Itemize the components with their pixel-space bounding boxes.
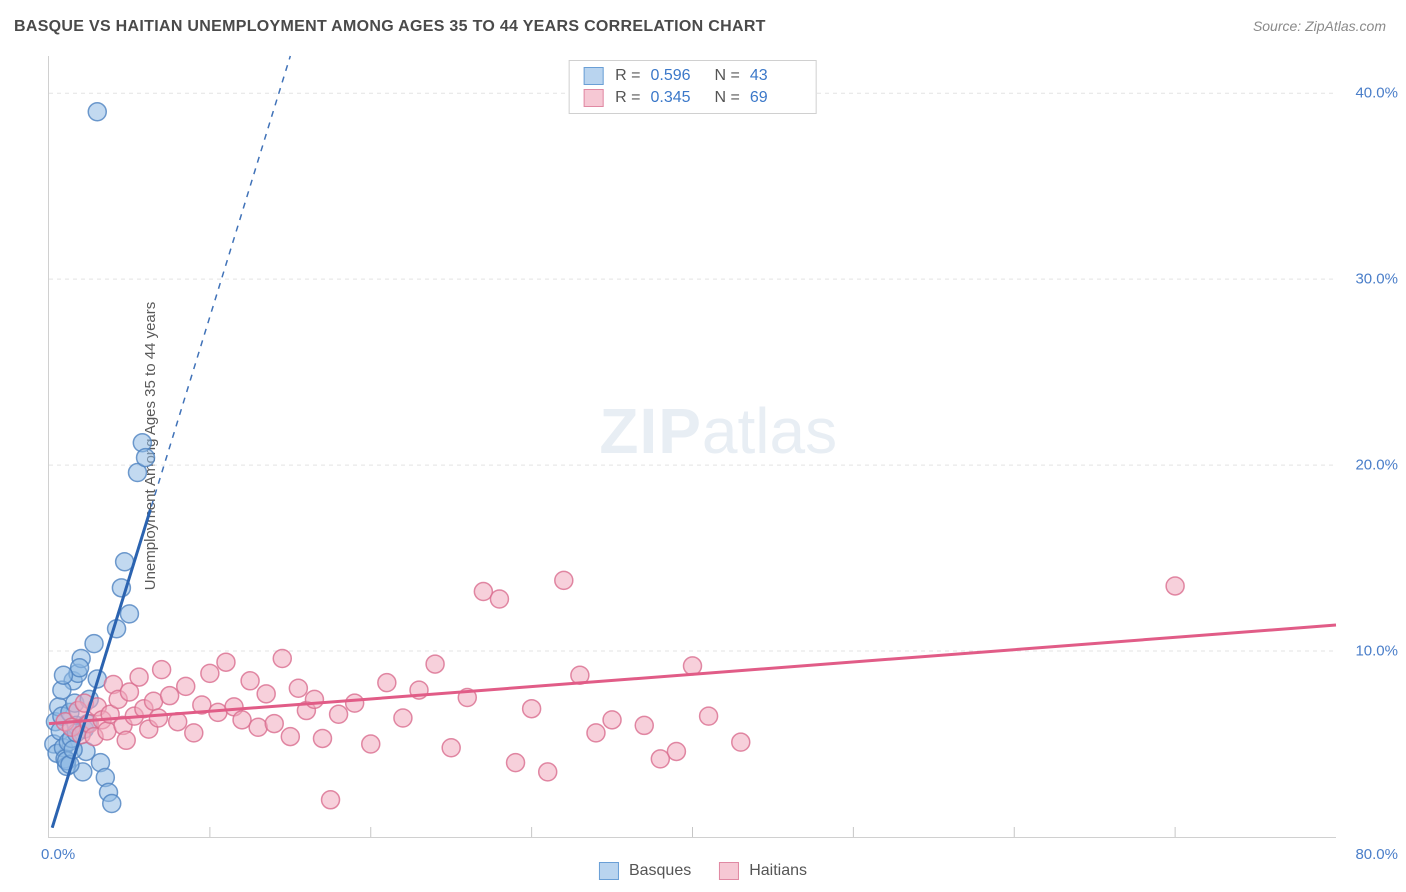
legend-item-basques: Basques [599,862,691,880]
source-label: Source: [1253,18,1301,34]
scatter-plot [49,56,1336,837]
chart-title: BASQUE VS HAITIAN UNEMPLOYMENT AMONG AGE… [14,18,766,36]
n-label-2: N = [715,89,740,107]
legend-swatch-basques-icon [599,862,619,880]
r-value-haitians: 0.345 [651,89,703,107]
legend-label-haitians: Haitians [749,862,807,880]
legend-label-basques: Basques [629,862,691,880]
n-value-basques: 43 [750,67,802,85]
r-value-basques: 0.596 [651,67,703,85]
swatch-haitians-icon [583,89,603,107]
source-credit: Source: ZipAtlas.com [1253,18,1386,34]
r-label-2: R = [615,89,640,107]
swatch-basques-icon [583,67,603,85]
x-tick-end: 80.0% [1355,846,1398,863]
n-label: N = [715,67,740,85]
plot-area: ZIPatlas R = 0.596 N = 43 R = 0.345 N = … [48,56,1336,838]
stats-row-basques: R = 0.596 N = 43 [583,65,802,87]
stats-box: R = 0.596 N = 43 R = 0.345 N = 69 [568,60,817,114]
legend-swatch-haitians-icon [719,862,739,880]
source-value: ZipAtlas.com [1305,18,1386,34]
stats-row-haitians: R = 0.345 N = 69 [583,87,802,109]
legend: Basques Haitians [599,862,807,880]
x-tick-origin: 0.0% [41,846,75,863]
r-label: R = [615,67,640,85]
y-tick-label: 20.0% [1355,457,1398,474]
legend-item-haitians: Haitians [719,862,807,880]
y-tick-label: 30.0% [1355,271,1398,288]
y-tick-label: 40.0% [1355,85,1398,102]
n-value-haitians: 69 [750,89,802,107]
y-tick-label: 10.0% [1355,643,1398,660]
